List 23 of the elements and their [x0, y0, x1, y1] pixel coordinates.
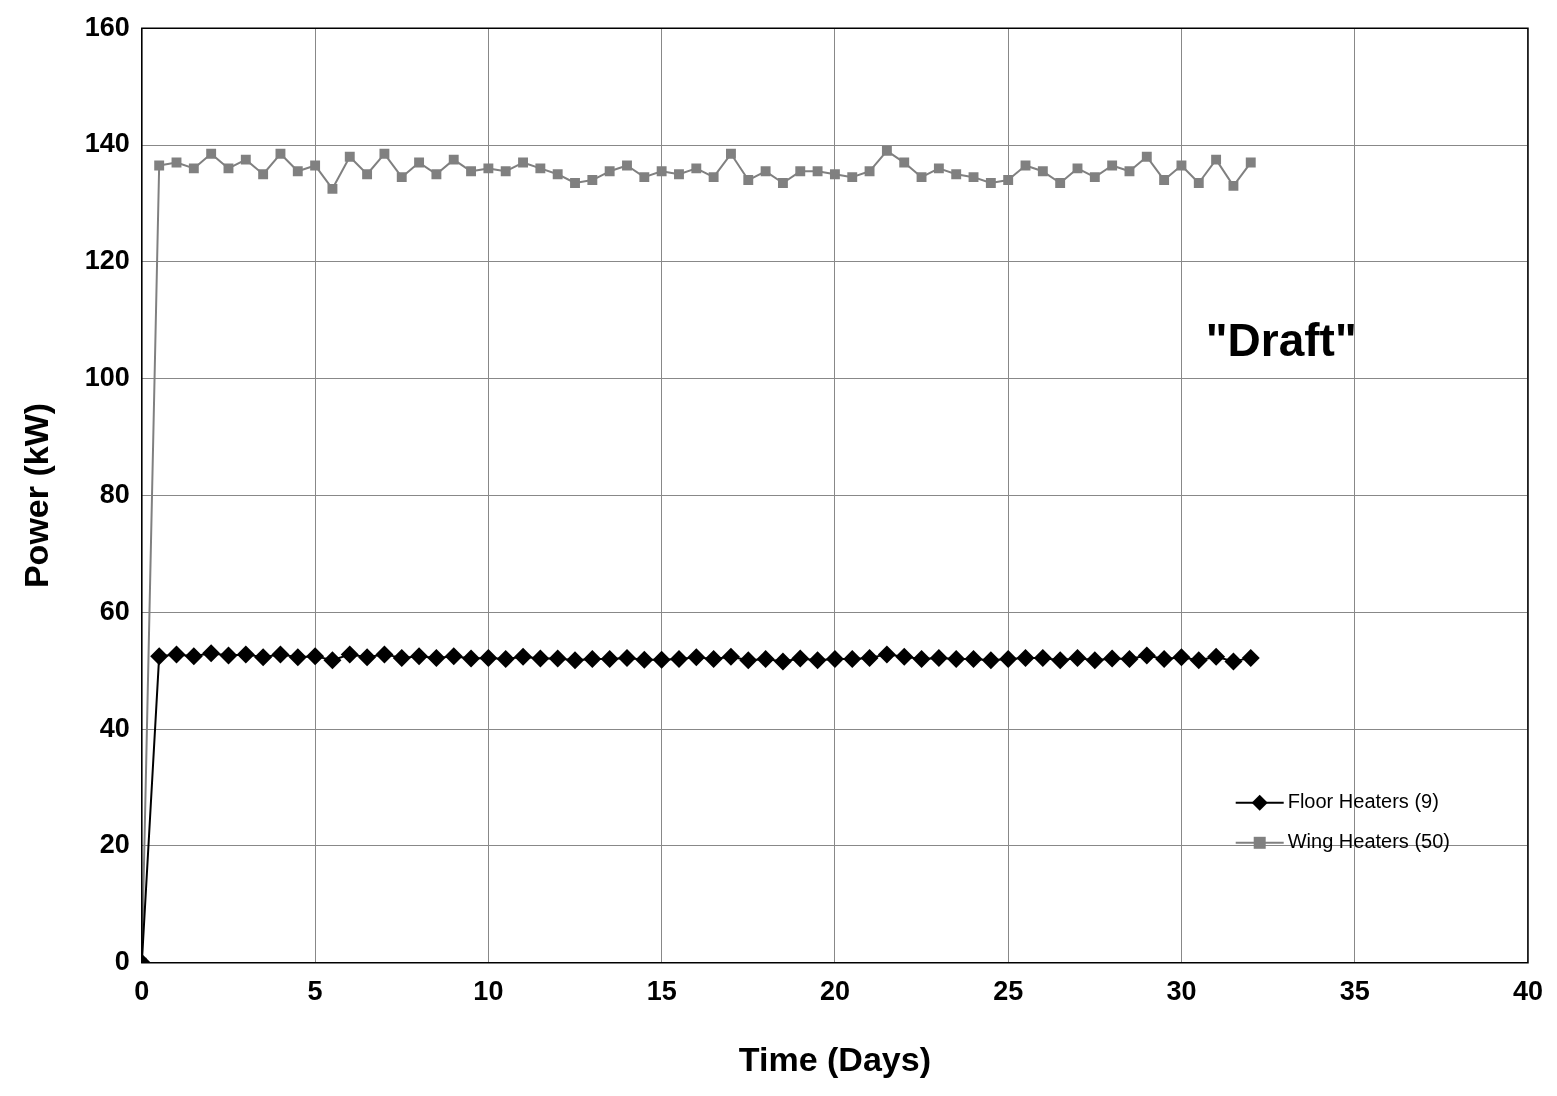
x-axis-title: Time (Days)	[738, 1039, 931, 1078]
x-tick-label: 35	[1339, 976, 1370, 1007]
annotation: "Draft"	[1205, 313, 1357, 366]
x-tick-label: 10	[473, 976, 504, 1007]
y-tick-label: 120	[84, 245, 130, 276]
x-tick-label: 20	[819, 976, 850, 1007]
y-tick-label: 80	[99, 478, 130, 509]
y-tick-label: 60	[99, 595, 130, 626]
x-tick-label: 40	[1512, 976, 1544, 1007]
y-tick-label: 40	[99, 712, 130, 743]
x-tick-label: 0	[134, 976, 150, 1007]
y-tick-label: 100	[84, 362, 130, 393]
legend-label: Wing Heaters (50)	[1287, 830, 1450, 853]
y-tick-label: 20	[99, 829, 130, 860]
legend-label: Floor Heaters (9)	[1287, 790, 1439, 813]
x-tick-label: 5	[307, 976, 323, 1007]
y-tick-label: 140	[84, 128, 130, 159]
x-tick-label: 25	[993, 976, 1024, 1007]
y-axis-title: Power (kW)	[16, 402, 55, 589]
y-tick-label: 160	[84, 11, 130, 42]
x-tick-label: 15	[646, 976, 677, 1007]
y-tick-label: 0	[114, 946, 130, 977]
x-tick-label: 30	[1166, 976, 1197, 1007]
